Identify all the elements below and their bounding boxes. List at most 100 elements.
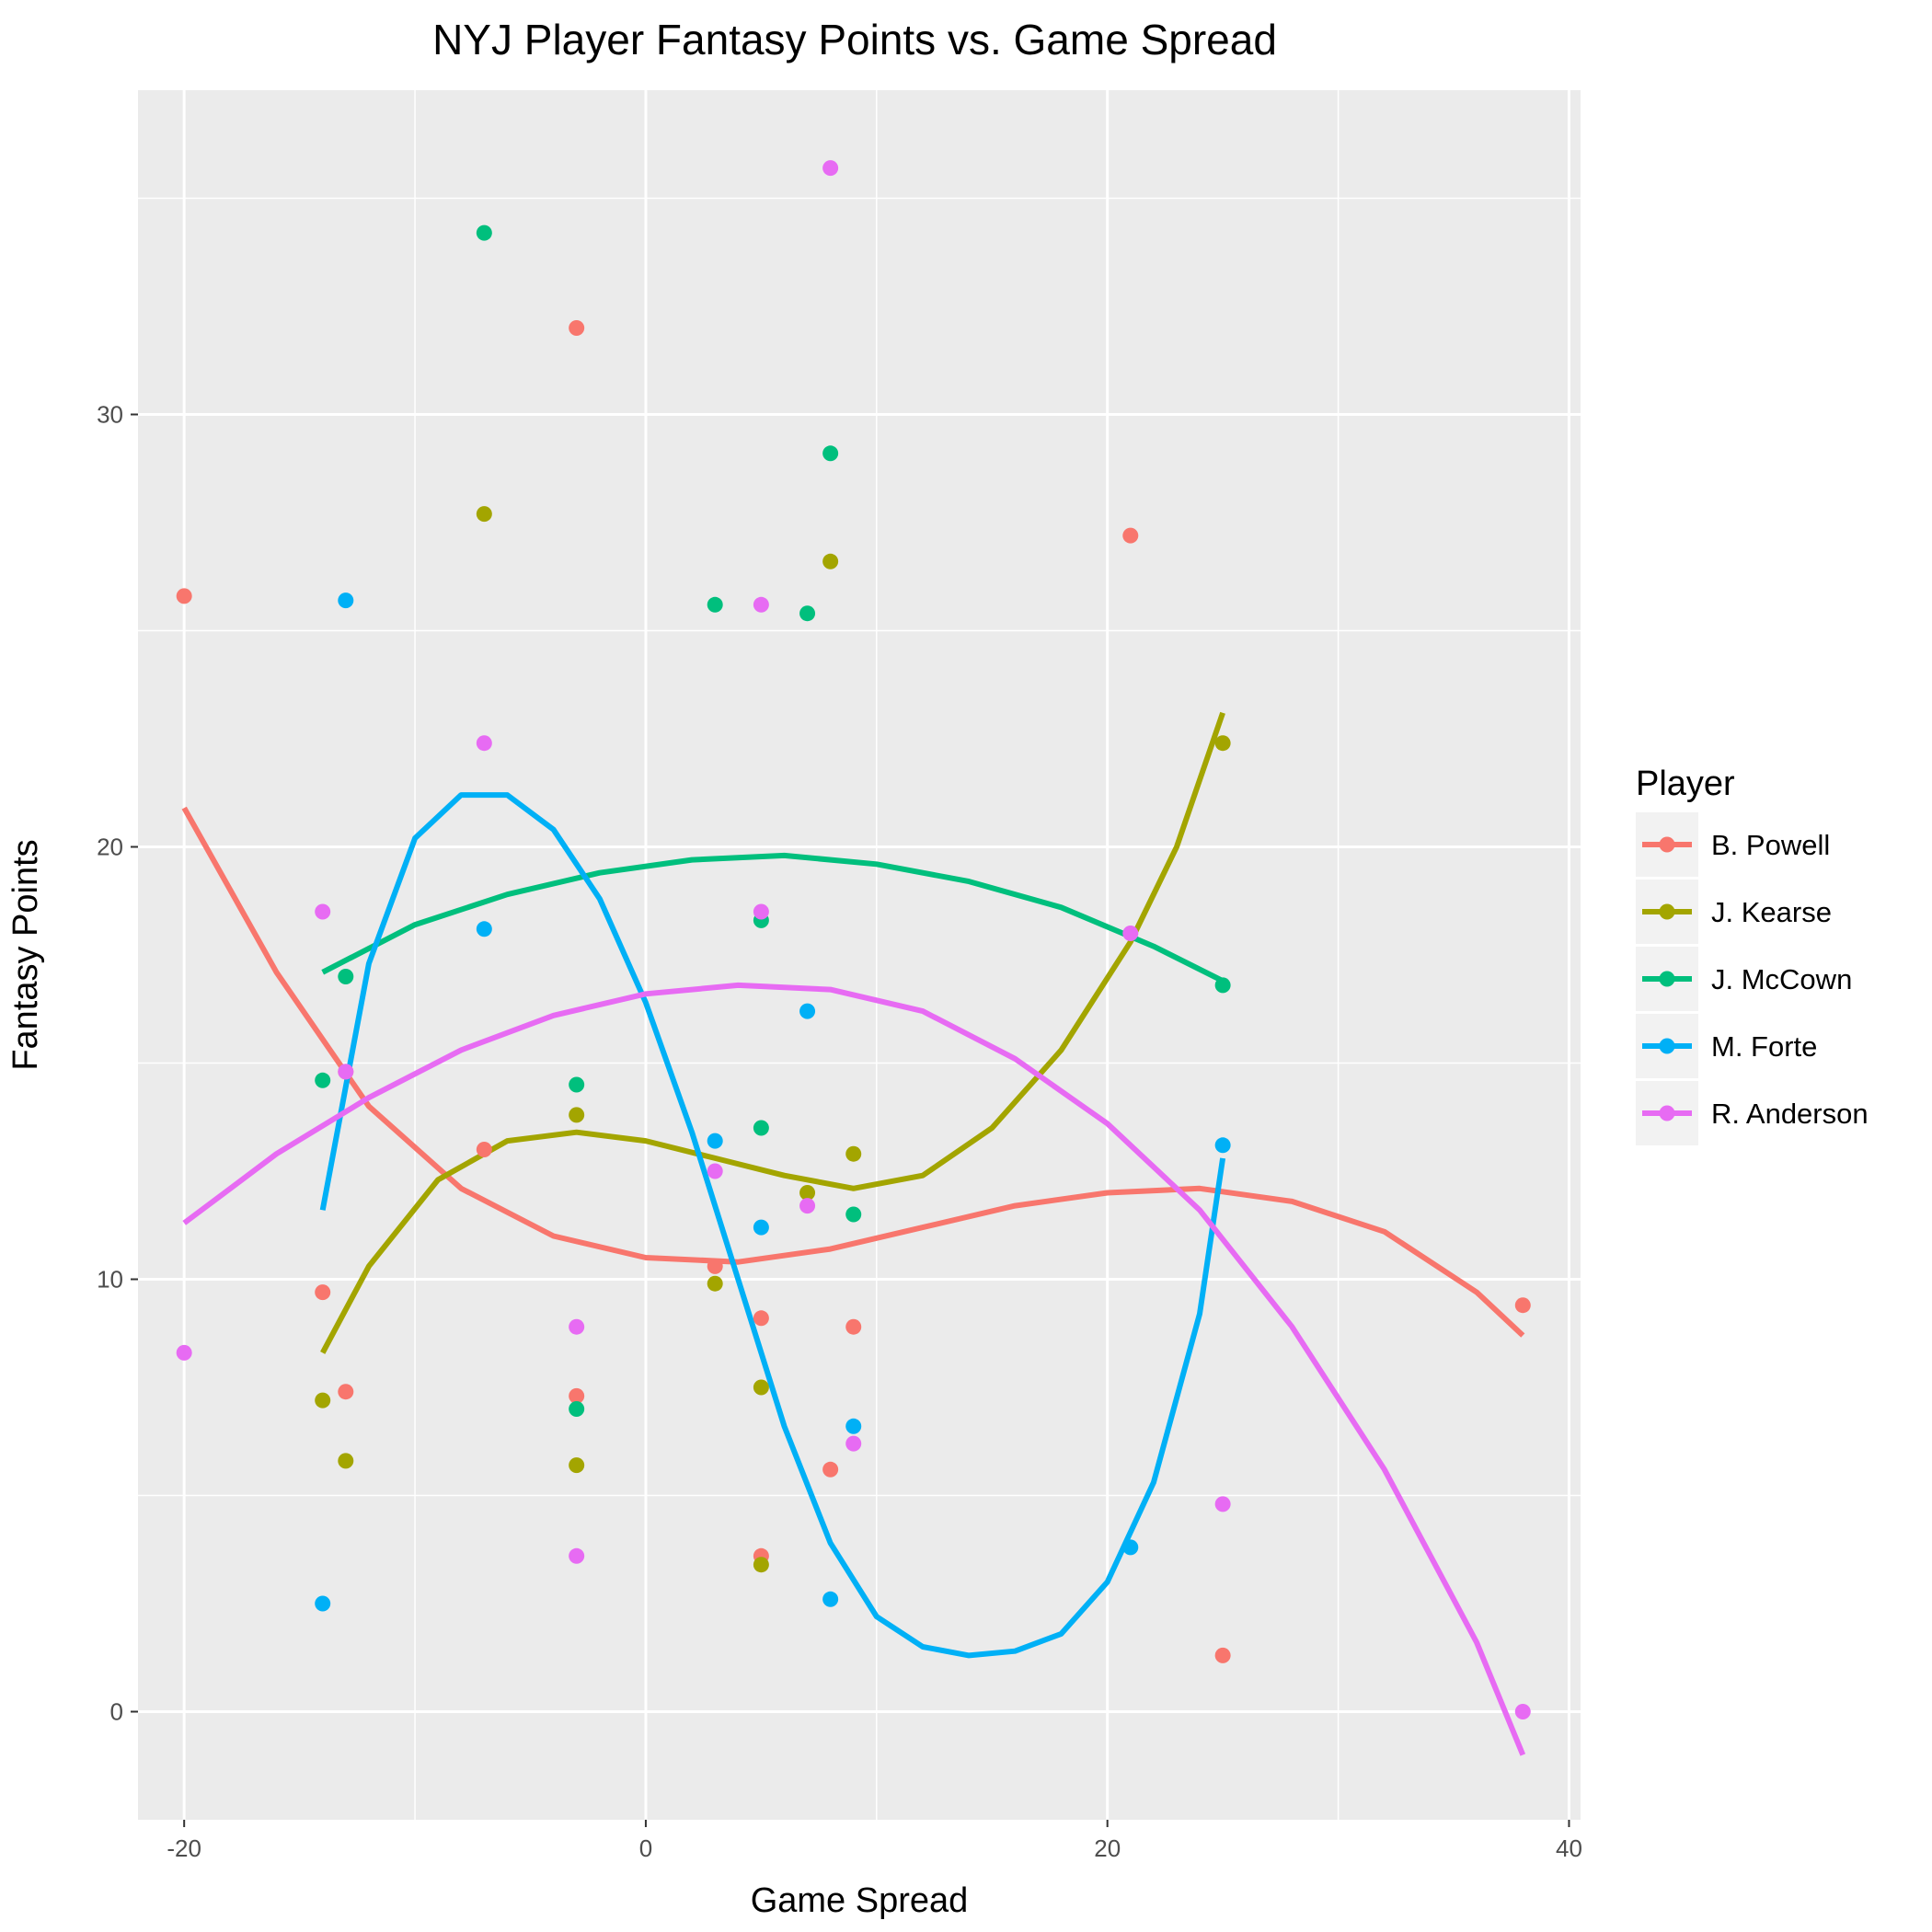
data-point-r-anderson (799, 1198, 816, 1214)
data-point-m-forte (822, 1591, 839, 1607)
legend-key-point (1659, 971, 1675, 987)
data-point-j-mccown (569, 1401, 585, 1417)
data-point-b-powell (338, 1384, 354, 1400)
data-point-m-forte (799, 1003, 816, 1019)
data-point-j-kearse (753, 1557, 769, 1573)
legend-label: R. Anderson (1711, 1098, 1869, 1130)
data-point-r-anderson (476, 735, 492, 752)
x-tick-label: 0 (639, 1834, 652, 1862)
data-point-j-mccown (315, 1072, 331, 1088)
x-tick-label: -20 (167, 1834, 201, 1862)
data-point-j-mccown (822, 445, 839, 462)
data-point-r-anderson (1214, 1496, 1231, 1512)
data-points (176, 160, 1531, 1719)
legend-label: M. Forte (1711, 1030, 1817, 1063)
data-point-b-powell (569, 320, 585, 336)
trend-line-m-forte (319, 792, 1226, 1659)
data-point-j-kearse (753, 1379, 769, 1396)
data-point-m-forte (753, 1219, 769, 1236)
trend-line-b-powell (181, 806, 1525, 1338)
grid-major (138, 90, 1581, 1820)
x-axis-title: Game Spread (751, 1881, 969, 1920)
legend-label: J. McCown (1711, 963, 1852, 995)
legend-items: B. Powell J. Kearse J. McCown M. Forte R. An… (1636, 812, 1869, 1145)
y-tick-label: 20 (97, 834, 123, 861)
data-point-j-mccown (707, 596, 723, 613)
data-point-j-kearse (315, 1392, 331, 1409)
y-tick-label: 0 (110, 1698, 123, 1726)
data-point-m-forte (315, 1595, 331, 1612)
data-point-b-powell (315, 1284, 331, 1301)
legend-item-r-anderson: R. Anderson (1636, 1081, 1869, 1145)
data-point-m-forte (338, 592, 354, 609)
legend-key-point (1659, 903, 1675, 920)
data-point-r-anderson (569, 1318, 585, 1335)
data-point-r-anderson (753, 903, 769, 920)
chart-title: NYJ Player Fantasy Points vs. Game Sprea… (432, 16, 1277, 63)
trend-line-j-kearse (320, 711, 1225, 1354)
data-point-r-anderson (1514, 1704, 1531, 1719)
data-point-m-forte (476, 921, 492, 937)
legend-item-j-kearse: J. Kearse (1636, 880, 1832, 944)
legend-key-point (1659, 1038, 1675, 1054)
data-point-b-powell (707, 1258, 723, 1274)
data-point-m-forte (845, 1418, 862, 1434)
y-axis: 0 10 20 30 (97, 401, 138, 1726)
y-tick-label: 10 (97, 1266, 123, 1294)
data-point-j-kearse (707, 1275, 723, 1292)
legend-key-point (1659, 836, 1675, 853)
grid-minor (138, 90, 1581, 1820)
data-point-m-forte (1214, 1137, 1231, 1154)
x-axis: -20 0 20 40 (167, 1820, 1582, 1862)
data-point-b-powell (176, 588, 192, 604)
legend-label: B. Powell (1711, 829, 1830, 861)
data-point-b-powell (753, 1310, 769, 1327)
y-axis-title: Fantasy Points (6, 839, 45, 1070)
data-point-b-powell (822, 1461, 839, 1478)
data-point-j-mccown (753, 1120, 769, 1136)
legend-item-b-powell: B. Powell (1636, 812, 1830, 877)
legend-title: Player (1636, 765, 1735, 803)
data-point-j-mccown (476, 224, 492, 241)
data-point-j-kearse (799, 1185, 816, 1201)
data-point-r-anderson (338, 1064, 354, 1080)
trend-line-r-anderson (182, 982, 1526, 1756)
data-point-j-mccown (799, 605, 816, 622)
data-point-r-anderson (569, 1547, 585, 1564)
data-point-b-powell (845, 1318, 862, 1335)
data-point-r-anderson (707, 1163, 723, 1179)
data-point-b-powell (1214, 1647, 1231, 1663)
data-point-j-mccown (845, 1206, 862, 1223)
legend-key-point (1659, 1105, 1675, 1121)
data-point-j-kearse (338, 1453, 354, 1469)
legend-label: J. Kearse (1711, 896, 1832, 928)
legend-item-m-forte: M. Forte (1636, 1014, 1817, 1078)
data-point-j-mccown (1214, 977, 1231, 994)
y-tick-label: 30 (97, 401, 123, 429)
data-point-r-anderson (822, 160, 839, 177)
legend-item-j-mccown: J. McCown (1636, 947, 1852, 1011)
data-point-j-mccown (338, 969, 354, 984)
legend: Player B. Powell J. Kearse J. McCown M. For… (1636, 765, 1869, 1145)
data-point-b-powell (569, 1387, 585, 1404)
data-point-j-kearse (569, 1457, 585, 1474)
data-point-m-forte (1122, 1539, 1139, 1556)
x-tick-label: 20 (1094, 1834, 1121, 1862)
data-point-m-forte (707, 1133, 723, 1149)
data-point-j-kearse (822, 553, 839, 569)
x-tick-label: 40 (1556, 1834, 1582, 1862)
data-point-r-anderson (176, 1344, 192, 1361)
data-point-r-anderson (753, 596, 769, 613)
plot-panel (138, 90, 1581, 1820)
trend-lines (181, 711, 1526, 1756)
data-point-b-powell (1514, 1297, 1531, 1314)
trend-line-j-mccown (321, 852, 1225, 983)
data-point-j-mccown (569, 1076, 585, 1093)
data-point-r-anderson (1122, 926, 1139, 941)
data-point-b-powell (476, 1142, 492, 1157)
data-point-j-kearse (476, 506, 492, 523)
data-point-j-kearse (569, 1107, 585, 1123)
data-point-j-kearse (1214, 735, 1231, 752)
data-point-j-kearse (845, 1145, 862, 1162)
